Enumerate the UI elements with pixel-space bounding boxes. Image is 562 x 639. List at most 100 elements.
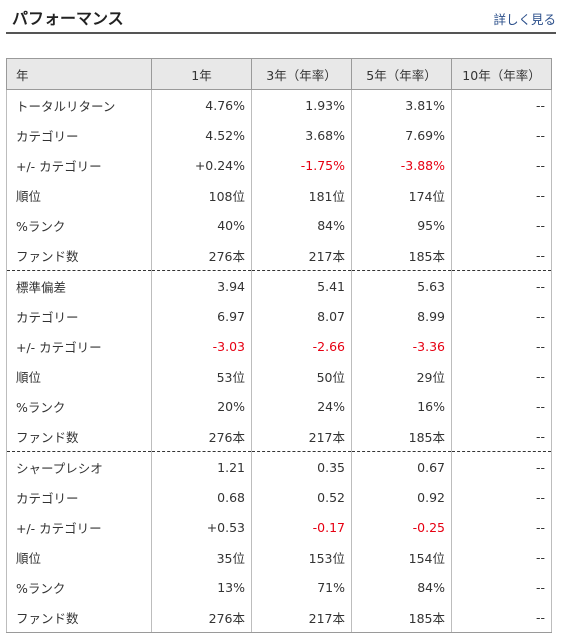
table-row: 順位 108位 181位 174位 --: [6, 180, 552, 210]
table-cell: --: [451, 512, 552, 542]
table-cell: 8.07: [251, 301, 352, 331]
section-header: パフォーマンス 詳しく見る: [6, 0, 556, 34]
table-cell: -1.75%: [251, 150, 352, 180]
row-label: 順位: [6, 542, 152, 572]
table-row: ファンド数 276本 217本 185本 --: [6, 240, 552, 271]
table-cell: 108位: [151, 180, 252, 210]
row-label: ファンド数: [6, 421, 152, 452]
table-cell: --: [451, 180, 552, 210]
table-cell: 153位: [251, 542, 352, 572]
table-cell: 185本: [351, 421, 452, 452]
row-label: カテゴリー: [6, 120, 152, 150]
row-label: %ランク: [6, 572, 152, 602]
table-cell: 6.97: [151, 301, 252, 331]
table-cell: -3.88%: [351, 150, 452, 180]
table-cell: 8.99: [351, 301, 452, 331]
row-label: ファンド数: [6, 602, 152, 633]
table-row: ファンド数 276本 217本 185本 --: [6, 602, 552, 633]
table-cell: --: [451, 361, 552, 391]
section-title: パフォーマンス: [12, 9, 124, 28]
row-label: %ランク: [6, 391, 152, 421]
table-row: %ランク 13% 71% 84% --: [6, 572, 552, 602]
table-cell: --: [451, 120, 552, 150]
table-cell: 4.76%: [151, 89, 252, 120]
table-cell: +0.24%: [151, 150, 252, 180]
table-row: カテゴリー 0.68 0.52 0.92 --: [6, 482, 552, 512]
table-cell: --: [451, 572, 552, 602]
table-cell: 3.94: [151, 270, 252, 301]
table-cell: 71%: [251, 572, 352, 602]
table-cell: 276本: [151, 240, 252, 271]
table-cell: -3.36: [351, 331, 452, 361]
table-cell: 5.63: [351, 270, 452, 301]
table-cell: --: [451, 482, 552, 512]
table-cell: --: [451, 451, 552, 482]
table-cell: 276本: [151, 421, 252, 452]
table-cell: --: [451, 89, 552, 120]
row-label: +/- カテゴリー: [6, 512, 152, 542]
table-cell: 154位: [351, 542, 452, 572]
table-cell: --: [451, 301, 552, 331]
table-row: カテゴリー 6.97 8.07 8.99 --: [6, 301, 552, 331]
table-cell: 84%: [351, 572, 452, 602]
column-header-1y: 1年: [151, 58, 252, 90]
table-cell: -2.66: [251, 331, 352, 361]
row-label: +/- カテゴリー: [6, 150, 152, 180]
table-row: 順位 35位 153位 154位 --: [6, 542, 552, 572]
table-cell: 13%: [151, 572, 252, 602]
table-cell: 217本: [251, 602, 352, 633]
table-cell: --: [451, 270, 552, 301]
table-row: シャープレシオ 1.21 0.35 0.67 --: [6, 451, 552, 482]
table-cell: 1.93%: [251, 89, 352, 120]
table-cell: 0.35: [251, 451, 352, 482]
table-cell: 217本: [251, 421, 352, 452]
see-more-link[interactable]: 詳しく見る: [493, 12, 556, 27]
row-label: 順位: [6, 361, 152, 391]
table-cell: 0.67: [351, 451, 452, 482]
table-cell: 53位: [151, 361, 252, 391]
table-cell: 95%: [351, 210, 452, 240]
table-row: +/- カテゴリー +0.53 -0.17 -0.25 --: [6, 512, 552, 542]
table-cell: 217本: [251, 240, 352, 271]
table-cell: 1.21: [151, 451, 252, 482]
table-cell: 3.68%: [251, 120, 352, 150]
table-cell: --: [451, 331, 552, 361]
table-cell: --: [451, 210, 552, 240]
table-cell: 174位: [351, 180, 452, 210]
row-label: シャープレシオ: [6, 451, 152, 482]
table-row: +/- カテゴリー -3.03 -2.66 -3.36 --: [6, 331, 552, 361]
table-cell: 185本: [351, 602, 452, 633]
table-cell: 276本: [151, 602, 252, 633]
table-row: ファンド数 276本 217本 185本 --: [6, 421, 552, 452]
row-label: 標準偏差: [6, 270, 152, 301]
table-cell: 0.92: [351, 482, 452, 512]
row-label: 順位: [6, 180, 152, 210]
table-cell: +0.53: [151, 512, 252, 542]
table-cell: --: [451, 391, 552, 421]
table-cell: 40%: [151, 210, 252, 240]
performance-table: 年 1年 3年（年率） 5年（年率） 10年（年率） トータルリターン 4.76%…: [6, 58, 552, 633]
table-cell: 4.52%: [151, 120, 252, 150]
column-header-10y: 10年（年率）: [451, 58, 552, 90]
table-cell: --: [451, 602, 552, 633]
table-row: +/- カテゴリー +0.24% -1.75% -3.88% --: [6, 150, 552, 180]
table-cell: 84%: [251, 210, 352, 240]
column-header-5y: 5年（年率）: [351, 58, 452, 90]
table-cell: 20%: [151, 391, 252, 421]
table-body: トータルリターン 4.76% 1.93% 3.81% -- カテゴリー 4.52% 3.68%…: [6, 89, 552, 633]
table-cell: 5.41: [251, 270, 352, 301]
table-row: 標準偏差 3.94 5.41 5.63 --: [6, 270, 552, 301]
table-row: トータルリターン 4.76% 1.93% 3.81% --: [6, 89, 552, 120]
column-header-period: 年: [6, 58, 152, 90]
table-cell: --: [451, 150, 552, 180]
table-cell: 50位: [251, 361, 352, 391]
table-cell: -0.17: [251, 512, 352, 542]
table-row: 順位 53位 50位 29位 --: [6, 361, 552, 391]
row-label: %ランク: [6, 210, 152, 240]
table-cell: 24%: [251, 391, 352, 421]
table-row: カテゴリー 4.52% 3.68% 7.69% --: [6, 120, 552, 150]
row-label: カテゴリー: [6, 301, 152, 331]
row-label: ファンド数: [6, 240, 152, 271]
table-cell: --: [451, 421, 552, 452]
row-label: カテゴリー: [6, 482, 152, 512]
